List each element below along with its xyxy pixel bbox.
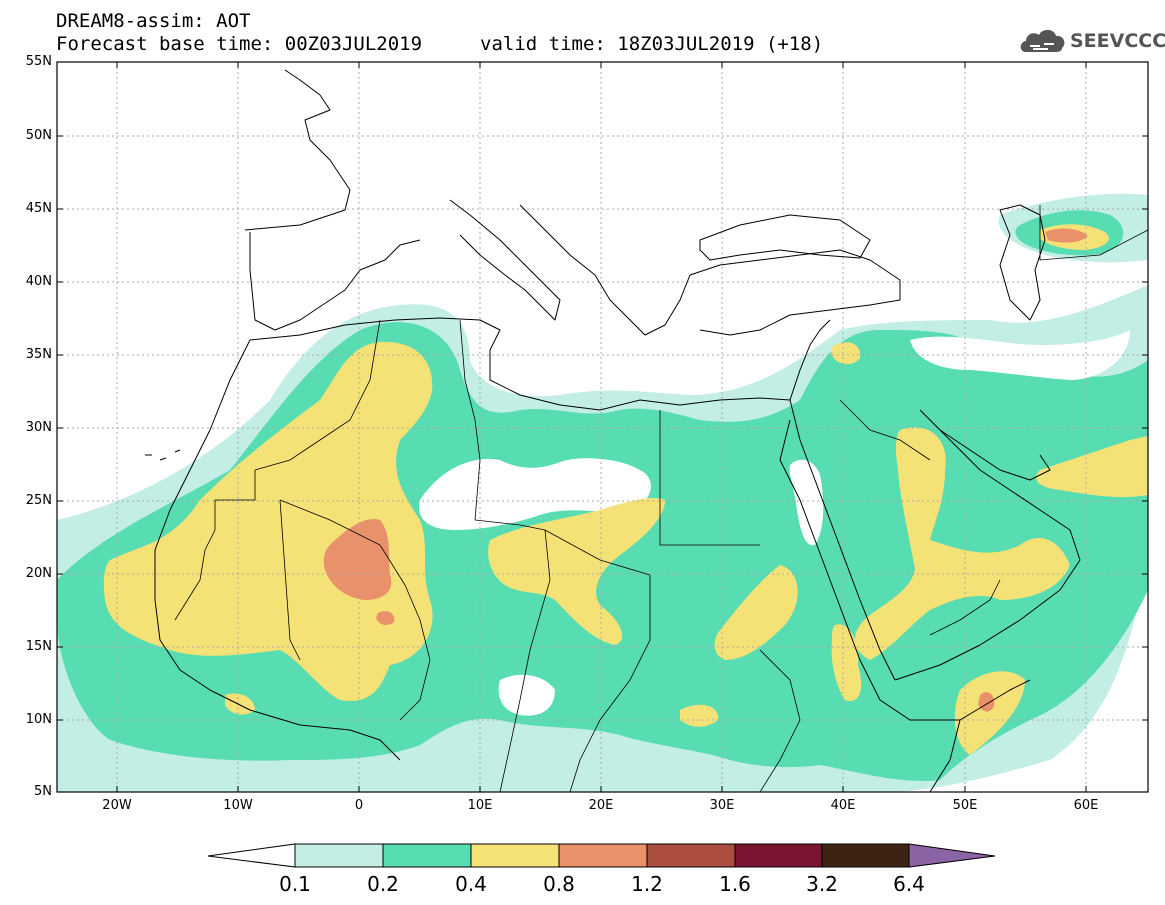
map-title: DREAM8-assim: AOT bbox=[56, 10, 251, 32]
country-borders bbox=[174, 205, 1148, 792]
colorbar bbox=[207, 843, 996, 868]
colorbar-swatch-6 bbox=[734, 843, 823, 868]
colorbar-swatch-3 bbox=[470, 843, 560, 868]
lat-label: 35N bbox=[25, 347, 52, 362]
colorbar-swatch-2 bbox=[382, 843, 472, 868]
colorbar-label: 0.4 bbox=[455, 872, 487, 896]
colorbar-label: 1.6 bbox=[719, 872, 751, 896]
lon-label: 50E bbox=[952, 798, 978, 813]
colorbar-label: 0.2 bbox=[367, 872, 399, 896]
forecast-base-time: Forecast base time: 00Z03JUL2019 bbox=[56, 33, 423, 55]
lon-label: 40E bbox=[830, 798, 856, 813]
colorbar-label: 6.4 bbox=[893, 872, 925, 896]
colorbar-label: 3.2 bbox=[806, 872, 838, 896]
colorbar-label: 1.2 bbox=[631, 872, 663, 896]
colorbar-swatch-7 bbox=[821, 843, 910, 868]
map-frame bbox=[56, 61, 1149, 793]
logo-text: SEEVCCC bbox=[1070, 30, 1165, 52]
colorbar-swatch-above bbox=[908, 843, 996, 868]
lat-label: 40N bbox=[25, 274, 52, 289]
colorbar-swatch-4 bbox=[558, 843, 648, 868]
valid-time: valid time: 18Z03JUL2019 (+18) bbox=[480, 33, 824, 55]
lat-label: 45N bbox=[25, 201, 52, 216]
colorbar-label: 0.8 bbox=[543, 872, 575, 896]
colorbar-swatch-1 bbox=[294, 843, 384, 868]
lon-label: 10E bbox=[467, 798, 493, 813]
lat-label: 30N bbox=[25, 420, 52, 435]
lon-label: 10W bbox=[223, 798, 253, 813]
coastlines bbox=[145, 69, 1081, 792]
lon-label: 0 bbox=[354, 798, 364, 813]
lat-label: 50N bbox=[25, 128, 52, 143]
lon-label: 60E bbox=[1073, 798, 1099, 813]
lat-label: 55N bbox=[25, 54, 52, 69]
colorbar-swatch-below bbox=[207, 843, 296, 868]
lat-label: 5N bbox=[34, 784, 52, 799]
lat-label: 25N bbox=[25, 493, 52, 508]
seevccc-logo: SEEVCCC bbox=[1018, 24, 1165, 58]
lon-label: 20E bbox=[588, 798, 614, 813]
lon-label: 30E bbox=[709, 798, 735, 813]
colorbar-label: 0.1 bbox=[279, 872, 311, 896]
graticule bbox=[57, 62, 1148, 792]
lat-label: 20N bbox=[25, 566, 52, 581]
colorbar-swatch-5 bbox=[646, 843, 736, 868]
axis-ticks bbox=[57, 61, 1148, 793]
lat-label: 15N bbox=[25, 639, 52, 654]
lon-label: 20W bbox=[102, 798, 132, 813]
lat-label: 10N bbox=[25, 712, 52, 727]
cloud-icon bbox=[1020, 29, 1065, 52]
